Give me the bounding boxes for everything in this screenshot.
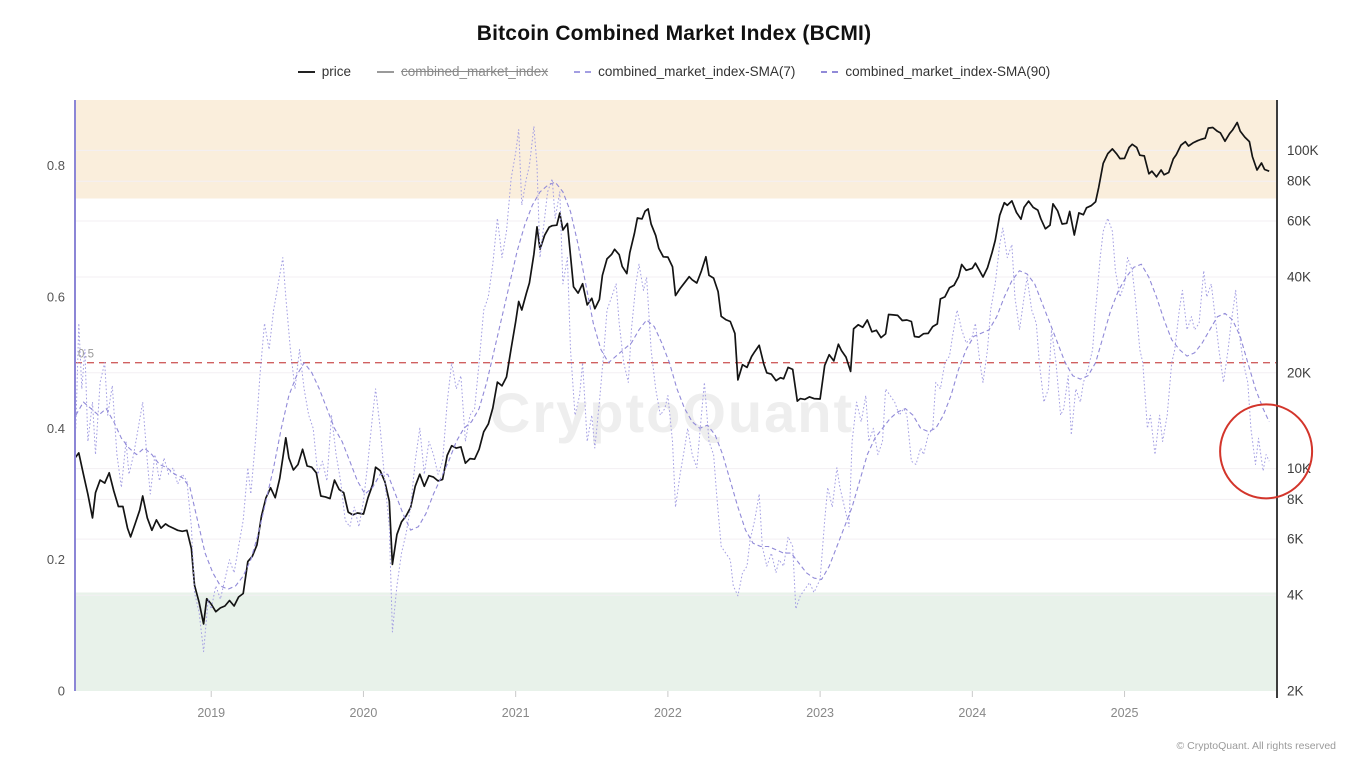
series-lines — [74, 121, 1270, 653]
gridlines — [75, 149, 1276, 596]
cryptoquant-watermark: CryptoQuant — [490, 381, 854, 444]
left-tick-0.4: 0.4 — [47, 421, 65, 436]
page-title: Bitcoin Combined Market Index (BCMI) — [476, 22, 872, 45]
price-line-swatch — [297, 70, 315, 73]
legend-item-combined-market-index[interactable]: combined_market_index — [376, 64, 549, 79]
legend-label: price — [321, 64, 351, 79]
right-tick-40K: 40K — [1287, 270, 1311, 285]
right-tick-10K: 10K — [1287, 461, 1311, 476]
left-tick-0.8: 0.8 — [47, 158, 65, 173]
right-tick-80K: 80K — [1287, 174, 1311, 189]
legend-label: combined_market_index-SMA(90) — [845, 64, 1051, 79]
legend-item-price[interactable]: price — [297, 64, 351, 79]
right-tick-4K: 4K — [1287, 588, 1304, 603]
legend: price combined_market_index combined_mar… — [0, 64, 1348, 79]
overvalued-band — [75, 100, 1276, 199]
legend-label: combined_market_index-SMA(7) — [598, 64, 796, 79]
right-tick-60K: 60K — [1287, 213, 1311, 228]
right-tick-6K: 6K — [1287, 532, 1304, 547]
right-tick-20K: 20K — [1287, 365, 1311, 380]
valuation-bands — [75, 100, 1276, 691]
x-tick-2025: 2025 — [1111, 706, 1139, 720]
sma90-line-swatch — [821, 70, 839, 73]
x-tick-2019: 2019 — [197, 706, 225, 720]
highlight-circle-annotation — [1219, 403, 1314, 500]
left-tick-0.6: 0.6 — [47, 290, 65, 305]
combined-market-index-line-swatch — [376, 70, 394, 73]
legend-item-sma7[interactable]: combined_market_index-SMA(7) — [574, 64, 795, 79]
threshold-label: 0.5 — [78, 349, 94, 361]
sma7-line-swatch — [574, 70, 592, 73]
x-tick-2021: 2021 — [502, 706, 530, 720]
left-tick-0.2: 0.2 — [47, 552, 65, 567]
x-axis-tick-labels: 2019 2020 2021 2022 2023 2024 2025 — [197, 691, 1138, 720]
right-tick-2K: 2K — [1287, 684, 1304, 699]
right-tick-100K: 100K — [1287, 143, 1319, 158]
right-tick-8K: 8K — [1287, 492, 1304, 507]
x-tick-2022: 2022 — [654, 706, 682, 720]
left-axis-tick-labels: 0 0.2 0.4 0.6 0.8 — [47, 158, 65, 698]
series-combined_market_index-SMA(7) — [75, 125, 1270, 653]
series-combined_market_index-SMA(90) — [75, 181, 1270, 590]
undervalued-band — [75, 592, 1276, 691]
x-tick-2020: 2020 — [350, 706, 378, 720]
copyright-notice: © CryptoQuant. All rights reserved — [1176, 740, 1336, 752]
x-tick-2024: 2024 — [958, 706, 986, 720]
legend-label: combined_market_index — [400, 64, 549, 79]
series-price — [74, 121, 1270, 625]
right-axis-tick-labels: 100K 80K 60K 40K 20K 10K 8K 6K 4K 2K — [1287, 143, 1319, 699]
x-tick-2023: 2023 — [806, 706, 834, 720]
legend-item-sma90[interactable]: combined_market_index-SMA(90) — [821, 64, 1050, 79]
left-tick-0: 0 — [58, 684, 65, 699]
